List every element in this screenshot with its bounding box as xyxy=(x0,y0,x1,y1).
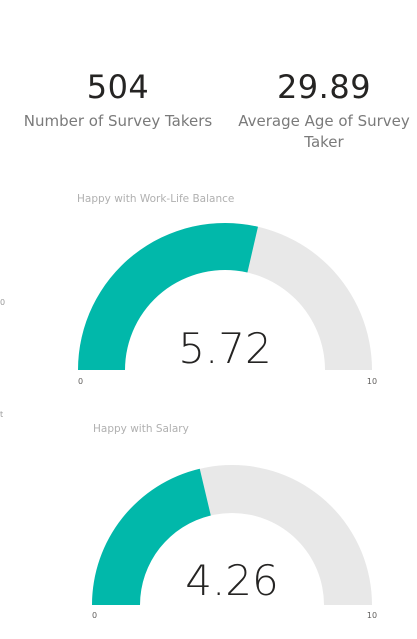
kpi-card-survey-takers[interactable]: 504 Number of Survey Takers xyxy=(22,69,214,132)
gauge-max-label: 10 xyxy=(367,377,377,386)
kpi-value: 504 xyxy=(86,68,150,106)
gauge-title-work-life: Happy with Work-Life Balance xyxy=(77,193,235,205)
gauge-min-label: 0 xyxy=(78,377,83,386)
kpi-label: Number of Survey Takers xyxy=(23,112,213,130)
gauge-value-arc[interactable] xyxy=(78,223,258,370)
kpi-card-average-age[interactable]: 29.89 Average Age of Survey Taker xyxy=(236,69,412,153)
kpi-value: 29.89 xyxy=(276,68,372,106)
kpi-label: Average Age of Survey Taker xyxy=(238,112,410,151)
gauge-min-label: 0 xyxy=(92,611,97,620)
gauge-salary[interactable]: 4.26 0 10 xyxy=(0,450,417,630)
gauge-max-label: 10 xyxy=(367,611,377,620)
clipped-edge-label: 0 xyxy=(0,298,6,307)
clipped-edge-label: t xyxy=(0,410,4,419)
gauge-value-arc[interactable] xyxy=(92,468,211,605)
gauge-work-life-balance[interactable]: 5.72 0 10 xyxy=(0,210,417,390)
gauge-value-label: 4.26 xyxy=(185,556,279,605)
gauge-title-salary: Happy with Salary xyxy=(93,423,189,435)
gauge-value-label: 5.72 xyxy=(178,324,272,373)
